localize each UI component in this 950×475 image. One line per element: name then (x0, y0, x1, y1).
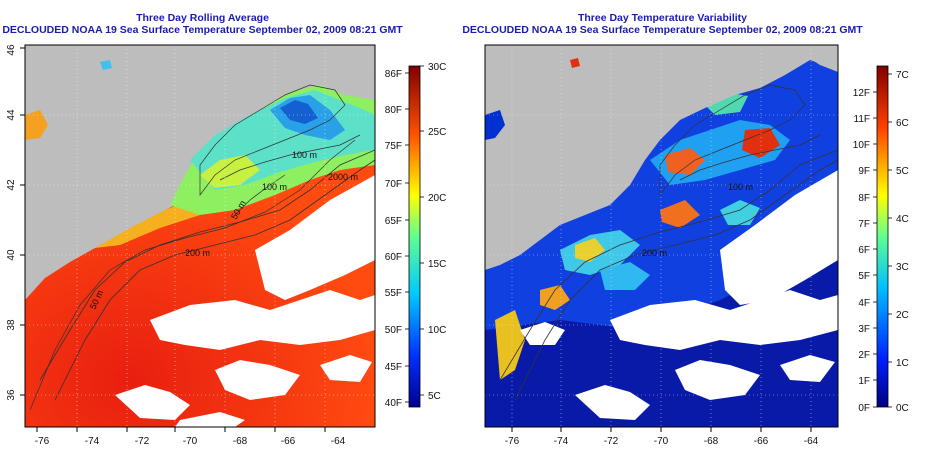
x-tick-label: -68 (233, 436, 248, 447)
left-contour-label: 100 m (292, 150, 317, 160)
y-tick-label: 42 (6, 179, 17, 191)
left-contour-label: 100 m (262, 182, 287, 192)
left-contour-label: 200 m (185, 248, 210, 258)
colorbar-f-label: 86F (385, 69, 402, 80)
right-title-line2: DECLOUDED NOAA 19 Sea Surface Temperatur… (462, 24, 863, 36)
colorbar-f-label: 12F (853, 88, 870, 99)
colorbar-f-label: 9F (858, 166, 870, 177)
left-colorbar: 86F 80F 75F 70F 65F 60F 55F 50F 45F 40F … (385, 62, 447, 409)
colorbar-f-label: 40F (385, 398, 402, 409)
right-contour-label: 200 m (642, 248, 667, 258)
colorbar-c-label: 2C (896, 310, 909, 321)
right-contour-labels: 100 m 200 m (642, 182, 753, 258)
x-tick-label: -72 (604, 436, 619, 447)
colorbar-f-label: 4F (858, 298, 870, 309)
colorbar-f-label: 80F (385, 105, 402, 116)
colorbar-c-label: 5C (428, 391, 441, 402)
colorbar-f-label: 10F (853, 140, 870, 151)
colorbar-c-label: 7C (896, 70, 909, 81)
x-tick-label: -64 (331, 436, 346, 447)
colorbar-f-label: 11F (854, 114, 871, 125)
x-tick-label: -66 (281, 436, 296, 447)
colorbar-f-label: 8F (858, 193, 870, 204)
y-tick-label: 40 (6, 249, 17, 261)
x-tick-label: -76 (505, 436, 520, 447)
x-tick-label: -70 (183, 436, 198, 447)
x-tick-label: -70 (654, 436, 669, 447)
left-title-line1: Three Day Rolling Average (136, 12, 269, 24)
colorbar-f-label: 50F (385, 325, 402, 336)
colorbar-f-label: 0F (858, 403, 870, 414)
x-tick-label: -66 (754, 436, 769, 447)
left-axes: -76 -74 -72 -70 -68 -66 -64 36 38 40 42 … (6, 44, 346, 447)
colorbar-c-label: 5C (896, 166, 909, 177)
left-contour-label: 2000 m (328, 172, 358, 182)
x-tick-label: -74 (85, 436, 100, 447)
colorbar-c-label: 4C (896, 214, 909, 225)
colorbar-c-label: 0C (896, 403, 909, 414)
colorbar-c-label: 25C (428, 127, 446, 138)
colorbar-f-label: 1F (858, 376, 870, 387)
colorbar-f-label: 45F (385, 362, 402, 373)
colorbar-f-label: 6F (858, 245, 870, 256)
x-tick-label: -76 (35, 436, 50, 447)
colorbar-c-label: 30C (428, 62, 446, 73)
left-title-line2: DECLOUDED NOAA 19 Sea Surface Temperatur… (2, 24, 403, 36)
colorbar-c-label: 1C (896, 358, 909, 369)
colorbar-f-label: 55F (385, 288, 402, 299)
colorbar-f-label: 7F (858, 219, 870, 230)
colorbar-c-label: 10C (428, 325, 446, 336)
colorbar-f-label: 60F (385, 252, 402, 263)
y-tick-label: 36 (6, 389, 17, 401)
right-colorbar: 12F 11F 10F 9F 8F 7F 6F 5F 4F 3F 2F 1F 0… (853, 65, 909, 414)
right-title-line1: Three Day Temperature Variability (577, 12, 748, 24)
colorbar-f-label: 2F (858, 350, 870, 361)
colorbar-f-label: 3F (858, 324, 870, 335)
colorbar-f-label: 5F (858, 271, 870, 282)
right-contour-label: 100 m (728, 182, 753, 192)
y-tick-label: 44 (6, 109, 17, 121)
left-map-frame (24, 44, 376, 428)
left-map (25, 45, 375, 427)
right-axes: -76 -74 -72 -70 -68 -66 -64 (505, 427, 819, 447)
colorbar-f-label: 75F (385, 141, 402, 152)
x-tick-label: -74 (554, 436, 569, 447)
x-tick-label: -68 (704, 436, 719, 447)
x-tick-label: -72 (135, 436, 150, 447)
colorbar-f-label: 65F (385, 216, 402, 227)
colorbar-c-label: 3C (896, 262, 909, 273)
y-tick-label: 46 (6, 44, 17, 56)
x-tick-label: -64 (804, 436, 819, 447)
colorbar-c-label: 15C (428, 259, 446, 270)
colorbar-f-label: 70F (385, 179, 402, 190)
right-map (485, 45, 838, 427)
y-tick-label: 38 (6, 319, 17, 331)
colorbar-c-label: 6C (896, 118, 909, 129)
colorbar-c-label: 20C (428, 193, 446, 204)
